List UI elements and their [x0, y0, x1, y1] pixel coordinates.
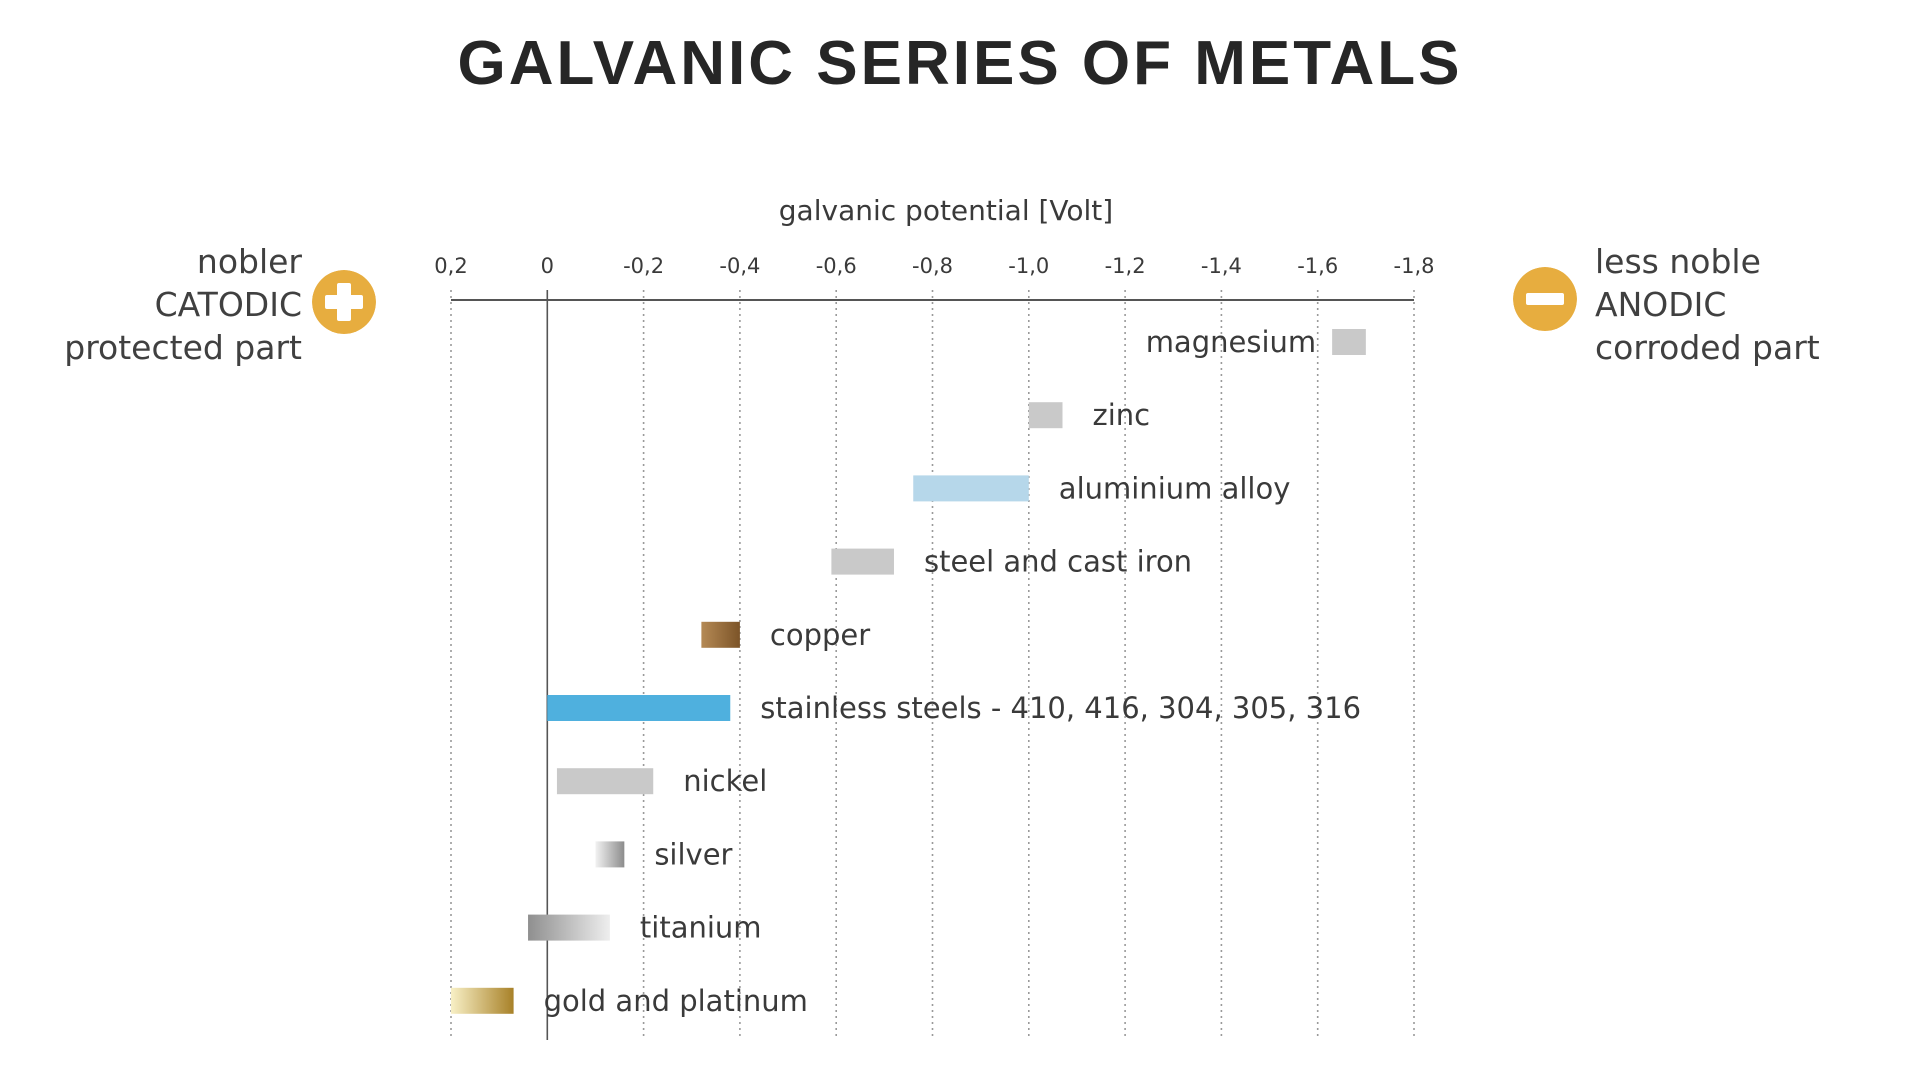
x-tick-label: -1,6 — [1297, 254, 1338, 278]
bar — [547, 695, 731, 721]
bar — [451, 987, 514, 1014]
bar-labels: magnesium zinc aluminium alloy steel and ca… — [544, 325, 1361, 1018]
bar — [1028, 402, 1063, 429]
bar — [1332, 329, 1366, 355]
bar-label: steel and cast iron — [924, 545, 1192, 579]
x-tick-label: -0,6 — [816, 254, 857, 278]
protected-part-label: protected part — [64, 328, 302, 367]
catodic-label: CATODIC — [154, 285, 302, 324]
x-tick-label: -1,2 — [1105, 254, 1146, 278]
nobler-label: nobler — [196, 242, 302, 281]
gridlines — [450, 290, 1415, 1040]
x-tick-label: -0,4 — [719, 254, 760, 278]
bar-label: gold and platinum — [544, 984, 808, 1018]
bar-label: silver — [654, 837, 732, 871]
x-tick-label: -0,8 — [912, 254, 953, 278]
corroded-part-label: corroded part — [1595, 328, 1820, 367]
x-tick-label: 0 — [541, 254, 554, 278]
bar-label: magnesium — [1146, 325, 1316, 359]
nobler-label-block: nobler CATODIC protected part — [64, 240, 302, 369]
less-noble-label-block: less noble ANODIC corroded part — [1595, 240, 1820, 369]
x-tick-label: -1,0 — [1008, 254, 1049, 278]
bar-label: copper — [770, 618, 870, 652]
x-tick-label: -1,4 — [1201, 254, 1242, 278]
less-noble-label: less noble — [1595, 242, 1761, 281]
x-tick-label: 0,2 — [434, 254, 467, 278]
x-tick-label: -1,8 — [1394, 254, 1435, 278]
anodic-label: ANODIC — [1595, 285, 1727, 324]
bar — [913, 475, 1029, 502]
plus-circle-icon — [312, 270, 376, 334]
bar-label: zinc — [1093, 398, 1151, 432]
bar-label: titanium — [640, 911, 762, 945]
x-axis-title: galvanic potential [Volt] — [779, 194, 1113, 227]
x-tick-label: -0,2 — [623, 254, 664, 278]
bars — [451, 329, 1366, 1014]
tick-labels: 0,2 0 -0,2 -0,4 -0,6 -0,8 -1,0 -1,2 -1,4 -1,6 -1,8 — [434, 254, 1434, 278]
bar — [831, 548, 894, 575]
bar — [701, 621, 740, 648]
chart-title: GALVANIC SERIES OF METALS — [457, 29, 1463, 98]
bar — [528, 914, 610, 941]
bar — [595, 841, 625, 868]
bar — [556, 768, 654, 795]
minus-circle-icon — [1513, 267, 1577, 331]
bar-label: aluminium alloy — [1059, 471, 1291, 505]
bar-label: stainless steels - 410, 416, 304, 305, 3… — [760, 691, 1361, 725]
bar-label: nickel — [683, 764, 767, 798]
